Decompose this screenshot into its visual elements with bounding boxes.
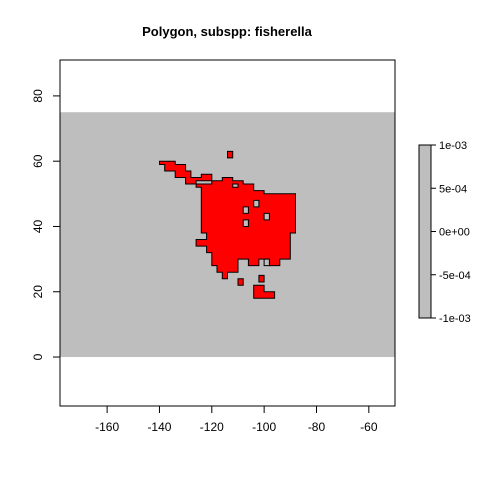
x-tick-label: -140	[147, 420, 171, 434]
colorbar	[418, 144, 432, 319]
polygon-island-1	[253, 284, 276, 299]
x-axis: -160 -140 -120 -100 -80 -60	[95, 405, 378, 434]
polygon-hole-0	[195, 180, 213, 185]
colorbar-legend: 1e-03 5e-04 0e+00 -5e-04 -1e-03	[418, 140, 471, 325]
polygon-island-0	[227, 150, 234, 159]
y-tick-label: 60	[31, 154, 45, 168]
x-tick-label: -120	[200, 420, 224, 434]
polygon-hole-4	[263, 212, 270, 221]
polygon-hole-3	[242, 219, 249, 227]
y-tick-label: 20	[31, 285, 45, 299]
y-tick-label: 0	[31, 353, 45, 360]
x-tick-label: -60	[360, 420, 378, 434]
polygon-hole-2	[242, 206, 249, 214]
polygon-layer	[159, 150, 296, 299]
x-tick-label: -80	[308, 420, 326, 434]
legend-tick-label: -1e-03	[439, 313, 471, 325]
polygon-island-3	[258, 274, 265, 283]
x-tick-label: -100	[252, 420, 276, 434]
legend-tick-label: 0e+00	[439, 227, 470, 239]
colorbar-ticks: 1e-03 5e-04 0e+00 -5e-04 -1e-03	[431, 140, 471, 325]
polygon-island-2	[237, 278, 244, 286]
y-axis: 0 20 40 60 80	[31, 89, 61, 360]
polygon-hole-1	[232, 183, 239, 188]
y-tick-label: 40	[31, 219, 45, 233]
x-tick-label: -160	[95, 420, 119, 434]
polygon-hole-6	[263, 258, 270, 267]
chart-title: Polygon, subspp: fisherella	[142, 24, 313, 39]
polygon-hole-5	[253, 199, 260, 208]
legend-tick-label: 1e-03	[439, 140, 467, 152]
legend-tick-label: 5e-04	[439, 183, 467, 195]
legend-tick-label: -5e-04	[439, 270, 471, 282]
y-tick-label: 80	[31, 89, 45, 103]
